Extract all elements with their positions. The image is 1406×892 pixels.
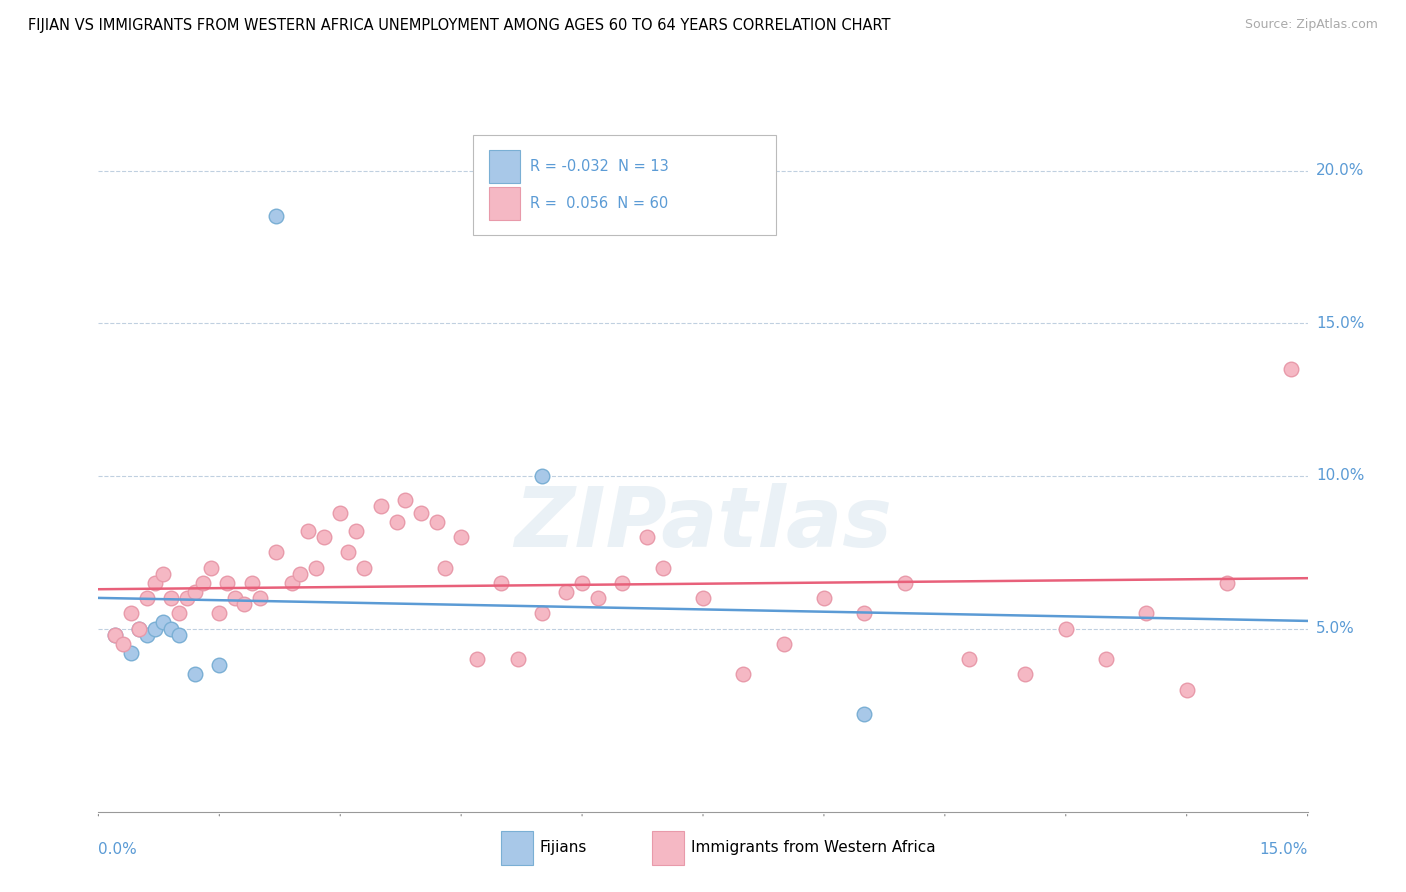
- Point: [426, 515, 449, 529]
- Point: [450, 530, 472, 544]
- FancyBboxPatch shape: [489, 186, 520, 220]
- Point: [385, 515, 408, 529]
- Text: 5.0%: 5.0%: [1316, 621, 1354, 636]
- Point: [853, 706, 876, 721]
- Point: [370, 500, 392, 514]
- Point: [297, 524, 319, 538]
- Point: [184, 585, 207, 599]
- Point: [337, 545, 360, 559]
- Point: [957, 652, 980, 666]
- Point: [1175, 682, 1198, 697]
- Point: [240, 575, 263, 590]
- Point: [281, 575, 304, 590]
- Point: [249, 591, 271, 605]
- Text: ZIPatlas: ZIPatlas: [515, 483, 891, 564]
- Point: [813, 591, 835, 605]
- Point: [167, 628, 190, 642]
- Text: 10.0%: 10.0%: [1316, 468, 1364, 483]
- Text: 20.0%: 20.0%: [1316, 163, 1364, 178]
- Point: [232, 597, 254, 611]
- Point: [208, 607, 231, 621]
- Point: [120, 646, 142, 660]
- FancyBboxPatch shape: [652, 831, 683, 864]
- Point: [152, 615, 174, 630]
- Point: [329, 506, 352, 520]
- Point: [143, 575, 166, 590]
- Point: [160, 622, 183, 636]
- Point: [434, 560, 457, 574]
- Point: [135, 591, 157, 605]
- Point: [1014, 667, 1036, 681]
- Point: [111, 637, 134, 651]
- Point: [506, 652, 529, 666]
- Point: [217, 575, 239, 590]
- Point: [772, 637, 794, 651]
- Text: R = -0.032  N = 13: R = -0.032 N = 13: [530, 159, 669, 174]
- Point: [692, 591, 714, 605]
- Text: Immigrants from Western Africa: Immigrants from Western Africa: [690, 840, 935, 855]
- Point: [160, 591, 183, 605]
- Point: [128, 622, 150, 636]
- Point: [120, 607, 142, 621]
- FancyBboxPatch shape: [489, 150, 520, 183]
- Text: Source: ZipAtlas.com: Source: ZipAtlas.com: [1244, 18, 1378, 31]
- Point: [305, 560, 328, 574]
- FancyBboxPatch shape: [474, 136, 776, 235]
- Point: [288, 566, 311, 581]
- Point: [651, 560, 673, 574]
- Text: 15.0%: 15.0%: [1316, 316, 1364, 331]
- Point: [128, 622, 150, 636]
- Point: [208, 658, 231, 673]
- Point: [409, 506, 432, 520]
- Point: [152, 566, 174, 581]
- Text: FIJIAN VS IMMIGRANTS FROM WESTERN AFRICA UNEMPLOYMENT AMONG AGES 60 TO 64 YEARS : FIJIAN VS IMMIGRANTS FROM WESTERN AFRICA…: [28, 18, 890, 33]
- Point: [530, 607, 553, 621]
- Point: [176, 591, 198, 605]
- Point: [1054, 622, 1077, 636]
- Point: [491, 575, 513, 590]
- Point: [184, 667, 207, 681]
- Point: [353, 560, 375, 574]
- Text: 0.0%: 0.0%: [98, 842, 138, 857]
- Point: [733, 667, 755, 681]
- Point: [394, 493, 416, 508]
- Point: [853, 607, 876, 621]
- Point: [103, 628, 125, 642]
- Point: [344, 524, 367, 538]
- Point: [1281, 362, 1303, 376]
- Point: [264, 210, 287, 224]
- FancyBboxPatch shape: [501, 831, 533, 864]
- Point: [893, 575, 915, 590]
- Point: [636, 530, 658, 544]
- Point: [264, 545, 287, 559]
- Point: [1135, 607, 1157, 621]
- Point: [314, 530, 336, 544]
- Point: [135, 628, 157, 642]
- Point: [167, 607, 190, 621]
- Point: [200, 560, 222, 574]
- Point: [586, 591, 609, 605]
- Point: [143, 622, 166, 636]
- Point: [555, 585, 578, 599]
- Point: [224, 591, 246, 605]
- Point: [465, 652, 488, 666]
- Point: [530, 469, 553, 483]
- Point: [571, 575, 593, 590]
- Point: [1095, 652, 1118, 666]
- Point: [1216, 575, 1239, 590]
- Text: Fijians: Fijians: [540, 840, 588, 855]
- Point: [612, 575, 634, 590]
- Point: [193, 575, 215, 590]
- Point: [103, 628, 125, 642]
- Text: 15.0%: 15.0%: [1260, 842, 1308, 857]
- Text: R =  0.056  N = 60: R = 0.056 N = 60: [530, 196, 668, 211]
